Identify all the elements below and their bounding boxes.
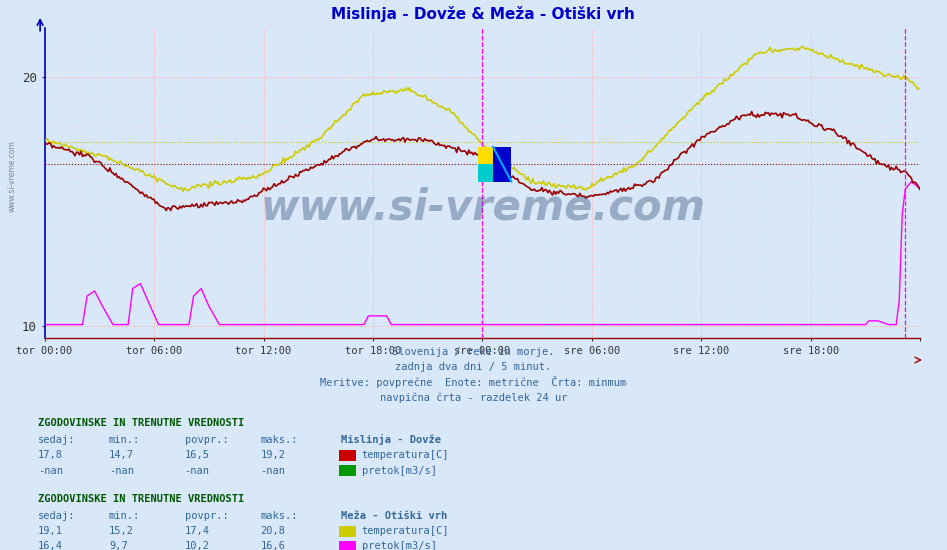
Text: 16,4: 16,4 <box>38 541 63 550</box>
Text: temperatura[C]: temperatura[C] <box>362 450 449 460</box>
Text: Slovenija / reke in morje.: Slovenija / reke in morje. <box>392 346 555 357</box>
Text: sedaj:: sedaj: <box>38 434 76 445</box>
Text: -nan: -nan <box>38 465 63 476</box>
Bar <box>493 147 511 182</box>
Bar <box>478 164 493 182</box>
Text: povpr.:: povpr.: <box>185 510 228 521</box>
Text: 19,2: 19,2 <box>260 450 285 460</box>
Title: Mislinja - Dovže & Meža - Otiški vrh: Mislinja - Dovže & Meža - Otiški vrh <box>331 6 634 22</box>
Text: navpična črta - razdelek 24 ur: navpična črta - razdelek 24 ur <box>380 393 567 403</box>
Text: povpr.:: povpr.: <box>185 434 228 445</box>
Text: 14,7: 14,7 <box>109 450 134 460</box>
Text: www.si-vreme.com: www.si-vreme.com <box>260 187 705 229</box>
Text: -nan: -nan <box>185 465 209 476</box>
Text: maks.:: maks.: <box>260 510 298 521</box>
Text: sedaj:: sedaj: <box>38 510 76 521</box>
Text: 19,1: 19,1 <box>38 526 63 536</box>
Text: pretok[m3/s]: pretok[m3/s] <box>362 465 437 476</box>
Text: 10,2: 10,2 <box>185 541 209 550</box>
Text: 15,2: 15,2 <box>109 526 134 536</box>
Text: -nan: -nan <box>109 465 134 476</box>
Text: ZGODOVINSKE IN TRENUTNE VREDNOSTI: ZGODOVINSKE IN TRENUTNE VREDNOSTI <box>38 494 244 504</box>
Text: ZGODOVINSKE IN TRENUTNE VREDNOSTI: ZGODOVINSKE IN TRENUTNE VREDNOSTI <box>38 418 244 428</box>
Text: 17,4: 17,4 <box>185 526 209 536</box>
Text: min.:: min.: <box>109 510 140 521</box>
Text: 20,8: 20,8 <box>260 526 285 536</box>
Text: min.:: min.: <box>109 434 140 445</box>
Text: 16,5: 16,5 <box>185 450 209 460</box>
Text: maks.:: maks.: <box>260 434 298 445</box>
Text: www.si-vreme.com: www.si-vreme.com <box>8 140 17 212</box>
Text: Mislinja - Dovže: Mislinja - Dovže <box>341 434 441 445</box>
Text: Meža - Otiški vrh: Meža - Otiški vrh <box>341 510 447 521</box>
Text: 17,8: 17,8 <box>38 450 63 460</box>
Text: temperatura[C]: temperatura[C] <box>362 526 449 536</box>
Text: 9,7: 9,7 <box>109 541 128 550</box>
Text: 16,6: 16,6 <box>260 541 285 550</box>
Text: Meritve: povprečne  Enote: metrične  Črta: minmum: Meritve: povprečne Enote: metrične Črta:… <box>320 376 627 388</box>
Text: zadnja dva dni / 5 minut.: zadnja dva dni / 5 minut. <box>396 362 551 372</box>
Text: -nan: -nan <box>260 465 285 476</box>
Bar <box>478 147 493 164</box>
Text: pretok[m3/s]: pretok[m3/s] <box>362 541 437 550</box>
